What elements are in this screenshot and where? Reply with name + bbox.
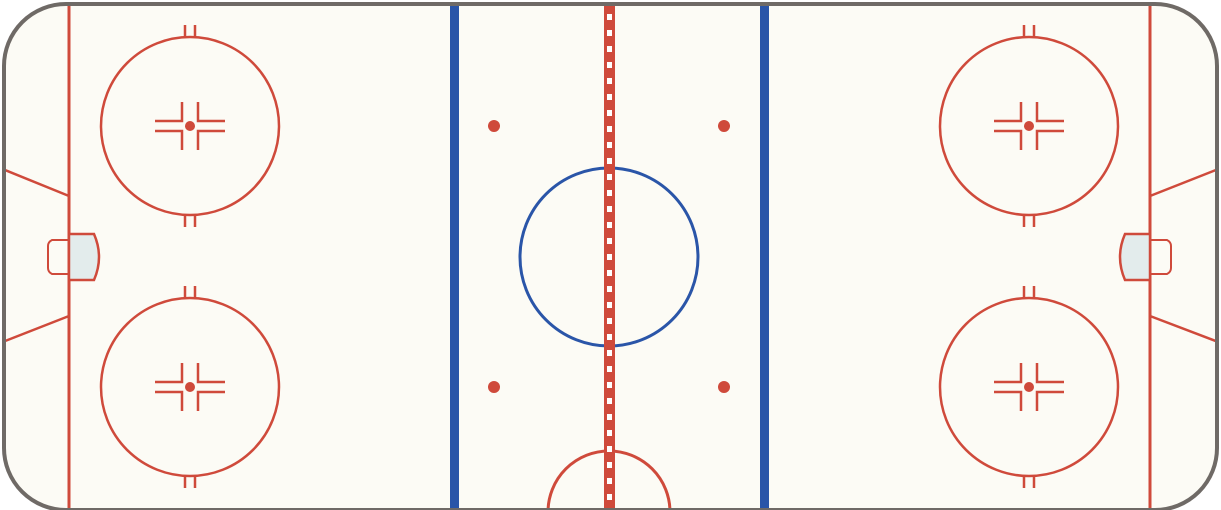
faceoff-spot	[1024, 382, 1034, 392]
center-line-dash	[607, 430, 612, 436]
center-line-dash	[607, 142, 612, 148]
faceoff-l-marking	[155, 390, 184, 411]
trapezoid-line-right-top	[1149, 166, 1217, 198]
center-line-dash	[607, 446, 612, 452]
goal-net-right	[1150, 239, 1172, 275]
goal-crease-right	[1118, 232, 1152, 282]
center-line-dash	[607, 110, 612, 116]
center-line-dash	[607, 126, 612, 132]
trapezoid-line-left-top	[4, 166, 70, 198]
faceoff-circle-bottom-left	[99, 286, 281, 488]
neutral-zone-dot-bottom-left	[488, 381, 500, 393]
center-line-dash	[607, 302, 612, 308]
blue-line-left	[450, 4, 459, 510]
center-line-dash	[607, 382, 612, 388]
center-line-dash	[607, 334, 612, 340]
center-line-dash	[607, 222, 612, 228]
center-line-dash	[607, 350, 612, 356]
faceoff-l-marking	[155, 102, 184, 123]
center-line-dash	[607, 286, 612, 292]
center-line-dash	[607, 190, 612, 196]
center-line-dash	[607, 414, 612, 420]
faceoff-spot	[185, 382, 195, 392]
goal-net-left	[47, 239, 69, 275]
faceoff-l-marking	[155, 363, 184, 384]
center-line-dash	[607, 462, 612, 468]
faceoff-l-marking	[994, 363, 1023, 384]
center-line-dash	[607, 30, 612, 36]
faceoff-l-marking	[196, 390, 225, 411]
faceoff-l-marking	[994, 129, 1023, 150]
faceoff-circle-ring	[99, 296, 281, 478]
center-line-dash	[607, 46, 612, 52]
faceoff-circle-top-right	[938, 25, 1120, 227]
center-line-dash	[607, 62, 612, 68]
faceoff-l-marking	[994, 390, 1023, 411]
faceoff-l-marking	[196, 129, 225, 150]
center-line-dash	[607, 238, 612, 244]
trapezoid-line-right-bottom	[1149, 314, 1217, 345]
neutral-zone-dot-top-left	[488, 120, 500, 132]
neutral-zone-dot-top-right	[718, 120, 730, 132]
center-line-dash	[607, 174, 612, 180]
faceoff-circle-bottom-right	[938, 286, 1120, 488]
center-line-dash	[607, 78, 612, 84]
center-line-dashes	[607, 14, 612, 500]
center-line-dash	[607, 318, 612, 324]
faceoff-circle-ring	[938, 296, 1120, 478]
faceoff-l-marking	[1035, 102, 1064, 123]
faceoff-l-marking	[994, 102, 1023, 123]
faceoff-l-marking	[155, 129, 184, 150]
faceoff-circle-top-left	[99, 25, 281, 227]
blue-line-right	[760, 4, 769, 510]
faceoff-l-marking	[196, 102, 225, 123]
faceoff-spot	[185, 121, 195, 131]
faceoff-l-marking	[1035, 390, 1064, 411]
faceoff-l-marking	[1035, 363, 1064, 384]
center-line-dash	[607, 158, 612, 164]
faceoff-circle-ring	[99, 35, 281, 217]
center-line-dash	[607, 478, 612, 484]
faceoff-l-marking	[196, 363, 225, 384]
center-line-dash	[607, 270, 612, 276]
faceoff-l-marking	[1035, 129, 1064, 150]
center-line-dash	[607, 494, 612, 500]
center-line-dash	[607, 254, 612, 260]
center-line-dash	[607, 398, 612, 404]
center-line-dash	[607, 206, 612, 212]
center-line-dash	[607, 14, 612, 20]
goal-crease-left	[67, 232, 101, 282]
end-zone-faceoff-circles	[99, 25, 1120, 488]
faceoff-circle-ring	[938, 35, 1120, 217]
center-line-dash	[607, 94, 612, 100]
center-line-dash	[607, 366, 612, 372]
faceoff-spot	[1024, 121, 1034, 131]
neutral-zone-dot-bottom-right	[718, 381, 730, 393]
trapezoid-line-left-bottom	[4, 314, 70, 345]
